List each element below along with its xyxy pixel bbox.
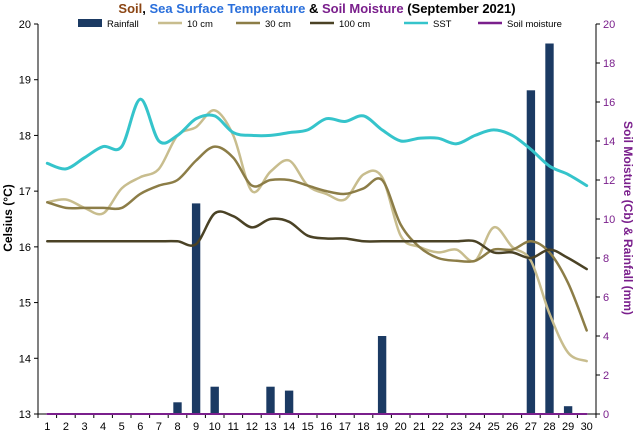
rainfall-bars [173,43,573,415]
right-tick-label: 8 [603,253,609,265]
y-axis-right-title: Soil Moisture (Cb) & Rainfall (mm) [621,121,634,315]
rainfall-bar [266,386,275,414]
x-tick-label: 1 [44,421,50,433]
title-part-1: , [142,1,149,16]
series-line-sst [45,97,589,188]
series-line-100-cm [46,210,588,271]
legend-label-30-cm: 30 cm [265,19,291,30]
legend-swatch-rainfall [78,19,102,27]
x-tick-label: 2 [63,421,69,433]
x-tick-label: 13 [264,421,276,433]
x-tick-label: 12 [246,421,258,433]
x-tick-label: 21 [413,421,425,433]
right-tick-label: 16 [603,97,615,109]
right-tick-label: 12 [603,175,615,187]
legend: Rainfall 10 cm 30 cm 100 cm SST Soil moisture [78,19,562,30]
x-tick-label: 30 [581,421,593,433]
right-tick-label: 14 [603,136,615,148]
right-tick-label: 20 [603,19,615,31]
right-tick-label: 18 [603,58,615,70]
series-line-10-cm [46,109,588,363]
series-line-30-cm [46,145,588,332]
left-tick-label: 16 [19,242,31,254]
legend-label-rainfall: Rainfall [107,19,139,30]
series-lines [45,97,589,415]
right-tick-label: 0 [603,409,609,421]
x-tick-label: 23 [450,421,462,433]
left-tick-label: 13 [19,409,31,421]
left-axis: 13 14 15 16 17 18 19 20 [19,19,39,421]
rainfall-bar [545,43,554,414]
x-tick-label: 24 [469,421,481,433]
x-tick-label: 9 [193,421,199,433]
right-tick-label: 10 [603,214,615,226]
legend-label-soil-moisture: Soil moisture [507,19,562,30]
x-tick-label: 14 [283,421,295,433]
left-tick-label: 19 [19,75,31,87]
rainfall-bar [563,406,573,414]
x-tick-label: 26 [506,421,518,433]
x-axis: 1 2 3 4 5 6 7 8 9 10 11 12 13 14 15 16 17 18 19 20 21 22 23 24 2… [37,413,597,433]
x-tick-label: 17 [339,421,351,433]
left-tick-label: 17 [19,186,31,198]
x-tick-label: 18 [357,421,369,433]
title-part-3: & [305,1,322,16]
x-tick-label: 3 [81,421,87,433]
y-axis-left-title: Celsius (°C) [1,184,15,251]
rainfall-bar [377,336,387,414]
right-axis: 0 2 4 6 8 10 12 14 16 18 20 [595,19,615,421]
x-tick-label: 8 [174,421,180,433]
rainfall-bar [173,402,182,414]
legend-label-10-cm: 10 cm [187,19,213,30]
rainfall-bar [210,386,219,414]
x-tick-label: 10 [209,421,221,433]
x-tick-label: 16 [320,421,332,433]
x-tick-label: 27 [525,421,537,433]
x-tick-label: 5 [119,421,125,433]
right-tick-label: 2 [603,370,609,382]
chart-title: Soil, Sea Surface Temperature & Soil Moi… [118,1,515,16]
x-tick-label: 19 [376,421,388,433]
title-part-5: (September 2021) [404,1,516,16]
right-tick-label: 4 [603,331,609,343]
left-tick-label: 18 [19,130,31,142]
x-tick-label: 29 [562,421,574,433]
rainfall-bar [526,90,536,415]
x-tick-label: 6 [137,421,143,433]
x-tick-label: 25 [488,421,500,433]
x-tick-label: 22 [432,421,444,433]
rainfall-bar [191,203,201,414]
title-part-0: Soil [118,1,142,16]
right-tick-label: 6 [603,292,609,304]
x-tick-label: 28 [543,421,555,433]
rainfall-bar [284,390,294,414]
left-tick-label: 15 [19,298,31,310]
x-tick-label: 4 [100,421,106,433]
title-part-2: Sea Surface Temperature [149,1,305,16]
legend-label-sst: SST [433,19,452,30]
x-tick-label: 15 [302,421,314,433]
title-part-4: Soil Moisture [322,1,404,16]
left-tick-label: 14 [19,353,31,365]
left-tick-label: 20 [19,19,31,31]
legend-label-100-cm: 100 cm [339,19,370,30]
x-tick-label: 20 [395,421,407,433]
x-tick-label: 11 [228,421,239,433]
x-tick-label: 7 [156,421,162,433]
